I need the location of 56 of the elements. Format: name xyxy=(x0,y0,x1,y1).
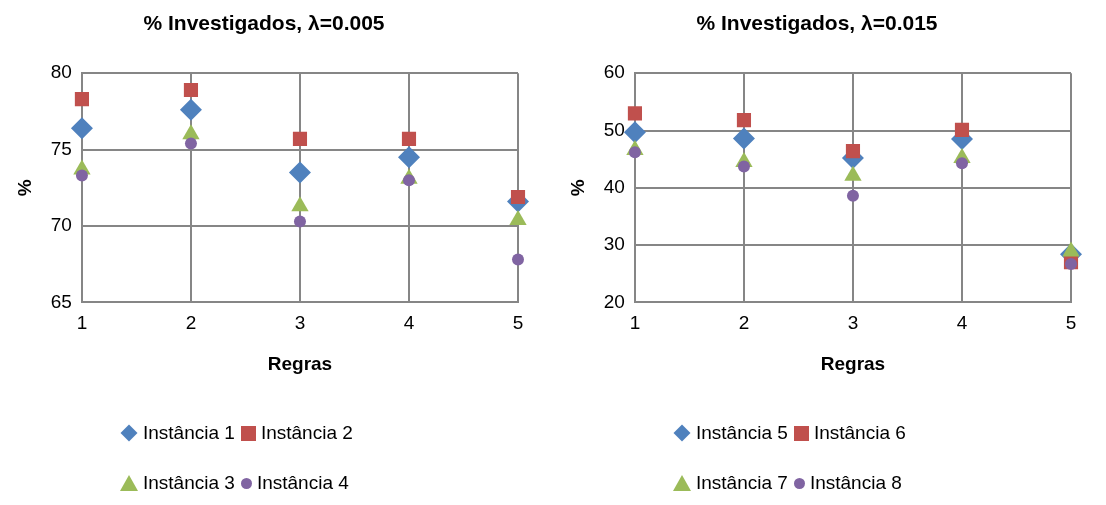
y-tick-label: 80 xyxy=(50,61,72,83)
point xyxy=(737,160,750,173)
x-tick-label: 4 xyxy=(403,312,415,334)
chart-title: % Investigados, λ=0.005 xyxy=(143,11,385,35)
point xyxy=(183,82,199,98)
y-axis-title: % xyxy=(566,179,588,197)
y-axis-title: % xyxy=(13,179,35,197)
y-tick-label: 50 xyxy=(603,118,625,140)
y-tick-label: 70 xyxy=(50,214,72,236)
y-tick-label: 40 xyxy=(603,176,625,198)
legend-label: Instância 5 xyxy=(696,422,788,444)
point xyxy=(184,137,197,150)
point xyxy=(292,131,308,146)
point xyxy=(845,144,861,159)
point xyxy=(288,161,311,184)
point xyxy=(510,189,526,205)
chart-title: % Investigados, λ=0.015 xyxy=(696,11,938,35)
y-tick-label: 75 xyxy=(50,137,72,159)
point xyxy=(293,215,306,228)
legend-label: Instância 3 xyxy=(143,472,235,494)
legend-label: Instância 2 xyxy=(260,422,353,444)
point xyxy=(291,196,309,212)
legend-label: Instância 1 xyxy=(143,422,235,444)
x-axis-title: Regras xyxy=(820,352,886,374)
y-tick-label: 60 xyxy=(603,61,625,83)
x-tick-label: 4 xyxy=(956,312,968,334)
x-axis-title: Regras xyxy=(267,352,333,374)
legend-label: Instância 6 xyxy=(813,422,906,444)
x-tick-label: 2 xyxy=(185,312,197,334)
y-tick-label: 20 xyxy=(603,290,625,312)
point xyxy=(955,157,968,170)
x-tick-label: 5 xyxy=(1065,312,1077,334)
x-tick-label: 5 xyxy=(512,312,524,334)
point xyxy=(74,92,90,107)
point xyxy=(732,127,755,150)
legend-label: Instância 7 xyxy=(696,472,788,494)
point xyxy=(397,146,420,169)
point xyxy=(512,253,524,266)
x-tick-label: 3 xyxy=(294,312,306,334)
point xyxy=(954,122,970,137)
point xyxy=(70,117,93,140)
legend-label: Instância 4 xyxy=(256,472,349,494)
point xyxy=(627,106,643,121)
x-tick-label: 1 xyxy=(629,312,641,334)
point xyxy=(179,98,202,121)
legend-label: Instância 8 xyxy=(809,472,902,494)
x-tick-label: 1 xyxy=(76,312,88,334)
y-tick-label: 30 xyxy=(603,233,625,255)
point xyxy=(75,169,88,182)
point xyxy=(623,121,646,144)
x-tick-label: 2 xyxy=(738,312,750,334)
y-tick-label: 65 xyxy=(50,290,72,312)
point xyxy=(736,113,752,128)
x-tick-label: 3 xyxy=(847,312,859,334)
point xyxy=(846,189,859,202)
point xyxy=(401,131,417,146)
